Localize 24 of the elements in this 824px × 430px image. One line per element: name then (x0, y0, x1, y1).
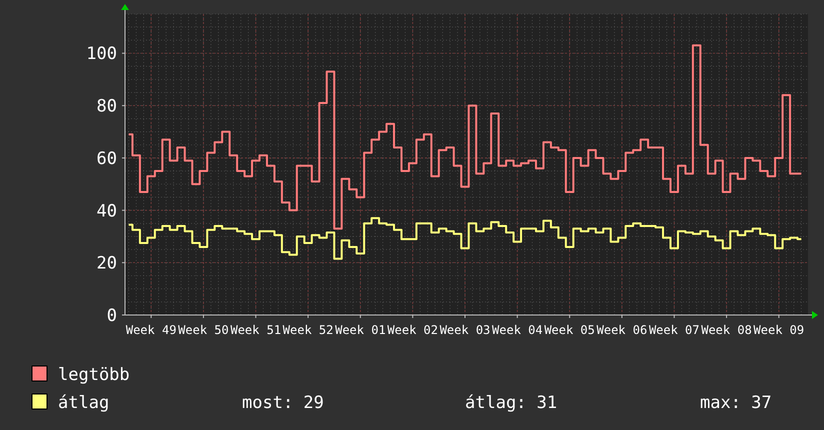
y-tick-label: 100 (86, 44, 117, 64)
x-tick-label: Week 03 (440, 323, 490, 337)
y-tick-label: 80 (96, 96, 117, 117)
x-tick-label: Week 05 (544, 323, 595, 337)
x-tick-label: Week 06 (596, 323, 648, 337)
x-tick-label: Week 50 (178, 323, 229, 337)
x-tick-label: Week 01 (335, 323, 386, 337)
x-tick-label: Week 04 (492, 323, 543, 337)
x-tick-label: Week 07 (648, 323, 700, 337)
y-tick-label: 60 (96, 148, 117, 169)
legend-label: átlag (58, 392, 110, 413)
x-tick-label: Week 09 (754, 323, 804, 337)
y-tick-label: 20 (96, 254, 117, 274)
x-tick-label: Week 08 (701, 323, 752, 337)
x-tick-label: Week 49 (126, 323, 176, 337)
text: max: 37 (700, 392, 772, 413)
x-tick-label: Week 02 (387, 323, 438, 337)
y-tick-label: 0 (106, 306, 117, 326)
legend-label: legtöbb (58, 364, 130, 385)
text: most: 29 (242, 392, 324, 413)
y-tick-label: 40 (96, 201, 117, 222)
x-tick-label: Week 52 (282, 323, 334, 337)
text: átlag: 31 (465, 392, 558, 413)
x-tick-label: Week 51 (230, 323, 282, 337)
